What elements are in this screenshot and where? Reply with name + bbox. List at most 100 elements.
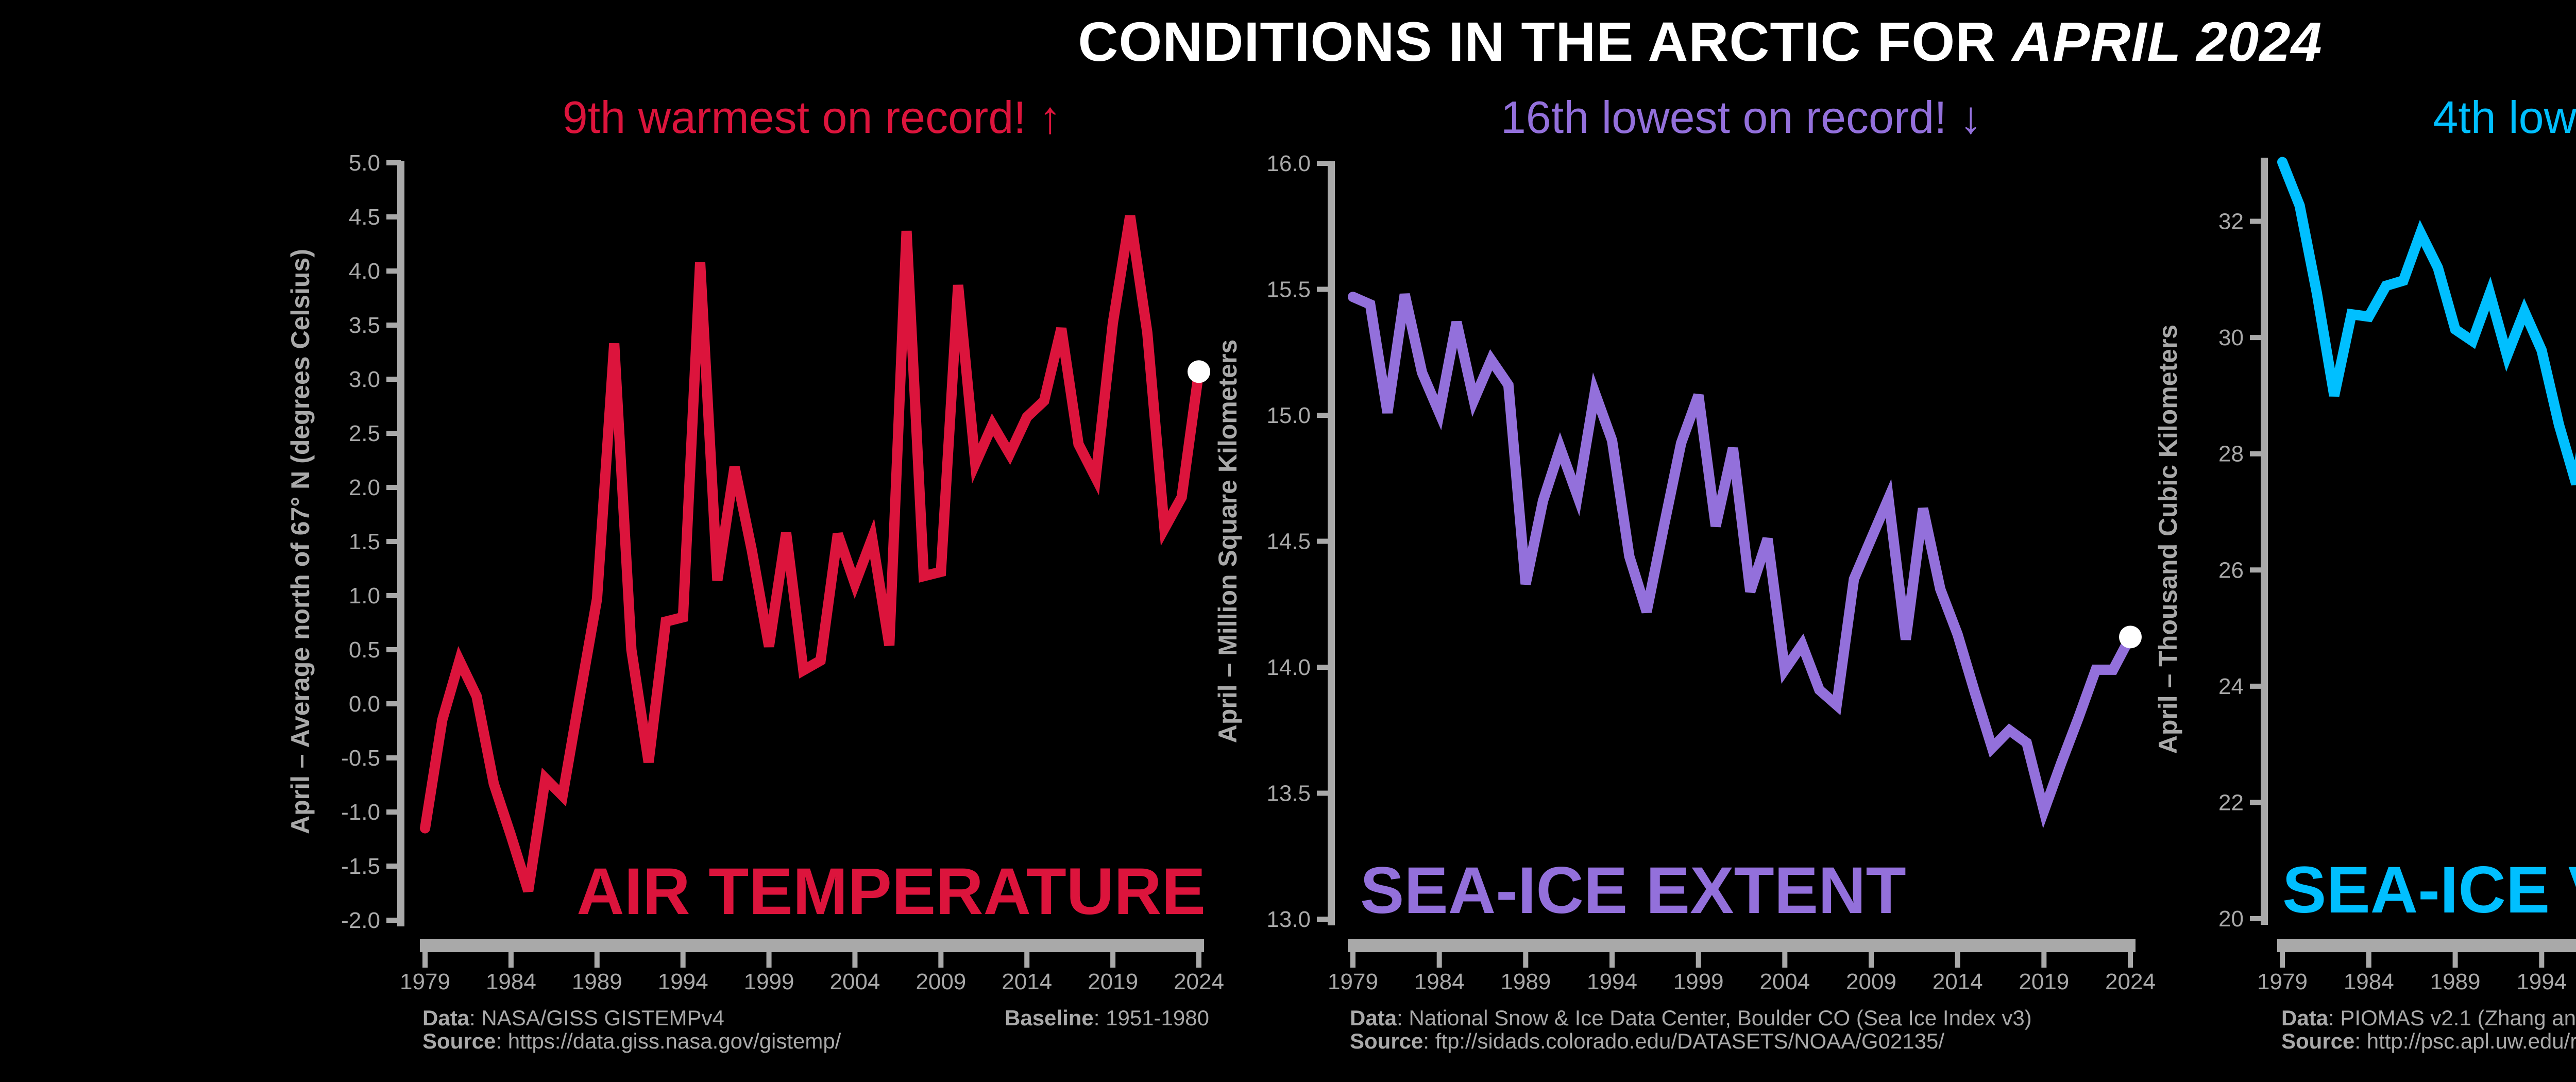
data-point bbox=[1382, 408, 1393, 418]
y-tick-label: 15.0 bbox=[1266, 403, 1311, 428]
data-point bbox=[1572, 491, 1583, 501]
x-tick-label: 2009 bbox=[1846, 969, 1896, 994]
data-point bbox=[798, 665, 808, 675]
data-point bbox=[1624, 551, 1635, 562]
data-point bbox=[816, 655, 826, 666]
x-tick-label: 2004 bbox=[1759, 969, 1810, 994]
y-axis-label: April – Million Square Kilometers bbox=[1213, 340, 1242, 743]
footnote-source-text: : ftp://sidads.colorado.edu/DATASETS/NOA… bbox=[1423, 1029, 1944, 1053]
y-tick-label: 13.0 bbox=[1266, 907, 1311, 932]
data-point bbox=[1555, 443, 1565, 453]
y-tick-label: 14.0 bbox=[1266, 655, 1311, 680]
data-point bbox=[2329, 391, 2340, 401]
footnote-source: Source: ftp://sidads.colorado.edu/DATASE… bbox=[1350, 1029, 1944, 1053]
data-point bbox=[712, 576, 722, 586]
x-tick-label: 1984 bbox=[486, 969, 536, 994]
data-point bbox=[1108, 318, 1118, 328]
footnote-source: Source: https://data.giss.nasa.gov/giste… bbox=[422, 1029, 841, 1053]
data-point bbox=[540, 773, 551, 784]
data-point bbox=[1780, 665, 1790, 675]
y-tick-label: 1.0 bbox=[349, 583, 380, 608]
data-point bbox=[1659, 521, 1669, 531]
x-tick-label: 2014 bbox=[1933, 969, 1983, 994]
x-tick-label: 1989 bbox=[2430, 969, 2481, 994]
data-point bbox=[1607, 435, 1617, 446]
data-point bbox=[1417, 367, 1427, 378]
footnote-source: Source: http://psc.apl.uw.edu/research/p… bbox=[2281, 1029, 2576, 1053]
data-point bbox=[1159, 523, 1170, 534]
x-tick-label: 1994 bbox=[1587, 969, 1637, 994]
data-point bbox=[730, 462, 740, 472]
data-point bbox=[1365, 299, 1376, 310]
data-point bbox=[919, 571, 929, 581]
data-point bbox=[471, 691, 482, 701]
data-point bbox=[2450, 324, 2461, 334]
chart-sea-ice-volume: 4th lowest on record! ↓ 20 22 24 26 28 30 32 Apr… bbox=[2154, 92, 2576, 1053]
data-point bbox=[660, 616, 671, 627]
data-point bbox=[1005, 449, 1015, 459]
panel-label: SEA-ICE VOLUME bbox=[2282, 853, 2576, 927]
x-tick-label: 1984 bbox=[2344, 969, 2394, 994]
figure-title-emphasis: APRIL 2024 bbox=[2012, 10, 2323, 73]
series-line-air-temperature bbox=[420, 215, 1204, 893]
data-point bbox=[592, 594, 602, 604]
y-tick-label: -1.0 bbox=[341, 800, 380, 825]
data-point bbox=[1503, 380, 1514, 390]
data-point bbox=[1538, 496, 1548, 506]
data-point bbox=[953, 280, 963, 290]
x-tick-label: 1989 bbox=[1500, 969, 1551, 994]
data-point bbox=[2519, 306, 2530, 316]
latest-value-marker bbox=[1188, 360, 1210, 383]
data-point bbox=[678, 612, 688, 622]
data-point bbox=[523, 886, 533, 896]
data-point bbox=[1641, 606, 1652, 617]
footnote-data-label: Data bbox=[2281, 1006, 2329, 1030]
y-tick-label: 3.0 bbox=[349, 367, 380, 392]
y-tick-label: 13.5 bbox=[1266, 781, 1311, 806]
x-tick-label: 1999 bbox=[1673, 969, 1724, 994]
data-point bbox=[1469, 395, 1479, 405]
data-point bbox=[833, 529, 843, 539]
y-tick-label: -0.5 bbox=[341, 746, 380, 771]
data-point bbox=[1091, 472, 1101, 483]
data-point bbox=[1797, 639, 1807, 650]
footnote-data: Data: PIOMAS v2.1 (Zhang and Rothrock, 2… bbox=[2281, 1006, 2576, 1030]
data-point bbox=[2004, 725, 2014, 735]
y-tick-label: 16.0 bbox=[1266, 151, 1311, 176]
series-line-sea-ice-volume bbox=[2277, 157, 2576, 486]
data-point bbox=[2295, 200, 2305, 211]
y-tick-label: 0.0 bbox=[349, 691, 380, 717]
footnote-source-label: Source bbox=[422, 1029, 496, 1053]
data-point bbox=[2467, 336, 2478, 346]
x-tick-label: 1979 bbox=[400, 969, 450, 994]
x-tick-label: 2019 bbox=[1088, 969, 1138, 994]
data-point bbox=[489, 779, 499, 789]
data-point bbox=[1849, 574, 1859, 584]
data-point bbox=[1056, 323, 1066, 333]
y-tick-label: 15.5 bbox=[1266, 277, 1311, 302]
data-point bbox=[2536, 345, 2547, 356]
y-tick-label: -2.0 bbox=[341, 908, 380, 933]
figure-title-main: CONDITIONS IN THE ARCTIC FOR bbox=[1078, 10, 2012, 73]
chart-sea-ice-extent: 16th lowest on record! ↓ 13.0 13.5 14.0 14.5… bbox=[1213, 92, 2156, 1053]
x-axis-line bbox=[420, 939, 1204, 952]
y-tick-label: 3.5 bbox=[349, 313, 380, 338]
x-tick-label: 2024 bbox=[1174, 969, 1224, 994]
chart-subtitle: 9th warmest on record! ↑ bbox=[563, 92, 1061, 143]
data-point bbox=[2312, 288, 2322, 298]
data-point bbox=[1901, 634, 1911, 645]
data-point bbox=[695, 257, 705, 267]
data-point bbox=[1745, 586, 1755, 597]
data-point bbox=[902, 226, 912, 236]
data-point bbox=[1728, 443, 1738, 453]
y-tick-label: 20 bbox=[2218, 906, 2244, 932]
data-point bbox=[1589, 387, 1600, 398]
y-tick-label: 28 bbox=[2218, 442, 2244, 467]
data-point bbox=[437, 715, 447, 725]
x-tick-label: 1984 bbox=[1414, 969, 1465, 994]
footnote-source-text: : http://psc.apl.uw.edu/research/project… bbox=[2354, 1029, 2576, 1053]
data-point bbox=[1400, 289, 1410, 299]
x-tick-label: 1994 bbox=[2516, 969, 2567, 994]
data-point bbox=[2022, 738, 2032, 748]
x-tick-label: 2024 bbox=[2105, 969, 2156, 994]
